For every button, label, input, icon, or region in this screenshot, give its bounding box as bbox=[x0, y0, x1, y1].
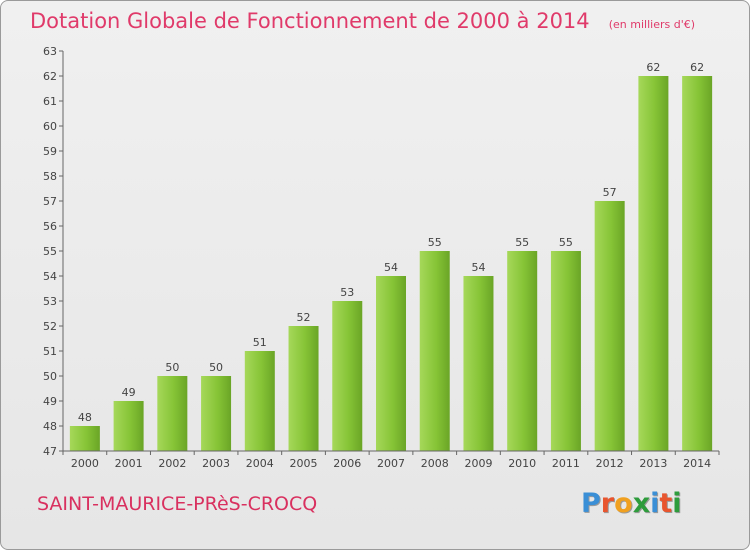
x-tick-label: 2005 bbox=[290, 457, 318, 470]
bar bbox=[244, 351, 275, 451]
x-tick-label: 2002 bbox=[158, 457, 186, 470]
x-tick-label: 2001 bbox=[115, 457, 143, 470]
y-tick-label: 58 bbox=[43, 170, 57, 183]
y-tick-label: 48 bbox=[43, 420, 57, 433]
bar-value-label: 49 bbox=[122, 386, 136, 399]
y-tick-label: 56 bbox=[43, 220, 57, 233]
bar-value-label: 52 bbox=[297, 311, 311, 324]
bar bbox=[376, 276, 406, 451]
bar-value-label: 50 bbox=[165, 361, 179, 374]
logo-letter: t bbox=[659, 488, 673, 519]
y-axis: 47 48 49 50 51 52 53 54 55 56 57 58 59 60 61 62 63 bbox=[43, 45, 64, 458]
bar-value-label: 54 bbox=[384, 261, 398, 274]
y-tick-label: 54 bbox=[43, 270, 57, 283]
bar bbox=[594, 201, 625, 451]
y-tick-label: 57 bbox=[43, 195, 57, 208]
bar-value-label: 54 bbox=[471, 261, 485, 274]
y-tick-label: 55 bbox=[43, 245, 57, 258]
bar bbox=[157, 376, 188, 451]
x-tick-label: 2010 bbox=[508, 457, 536, 470]
chart-subtitle: (en milliers d'€) bbox=[608, 18, 696, 31]
bar-value-label: 57 bbox=[603, 186, 617, 199]
title-row: Dotation Globale de Fonctionnement de 20… bbox=[30, 9, 695, 33]
x-tick-label: 2000 bbox=[71, 457, 99, 470]
bar bbox=[507, 251, 538, 451]
bar-value-label: 51 bbox=[253, 336, 267, 349]
x-tick-label: 2004 bbox=[246, 457, 274, 470]
y-tick-label: 60 bbox=[43, 120, 57, 133]
x-tick-label: 2012 bbox=[596, 457, 624, 470]
y-tick-label: 53 bbox=[43, 295, 57, 308]
bar-value-label: 55 bbox=[559, 236, 573, 249]
bar bbox=[288, 326, 319, 451]
bar-value-label: 62 bbox=[690, 61, 704, 74]
logo-letter: r bbox=[600, 488, 615, 519]
bar bbox=[419, 251, 450, 451]
logo-letter: o bbox=[614, 488, 633, 519]
x-tick-label: 2008 bbox=[421, 457, 449, 470]
bar-value-label: 50 bbox=[209, 361, 223, 374]
bar bbox=[638, 76, 669, 451]
x-tick-label: 2011 bbox=[552, 457, 580, 470]
bar bbox=[69, 426, 100, 451]
x-axis: 2000 2001 2002 2003 2004 2005 2006 2007 2008 2009… bbox=[62, 450, 720, 470]
y-tick-label: 50 bbox=[43, 370, 57, 383]
y-tick-label: 59 bbox=[43, 145, 57, 158]
bar bbox=[332, 301, 363, 451]
x-tick-label: 2003 bbox=[202, 457, 230, 470]
y-tick-label: 47 bbox=[43, 445, 57, 458]
logo-letter: i bbox=[650, 488, 660, 519]
bar-value-label: 55 bbox=[428, 236, 442, 249]
x-tick-label: 2006 bbox=[333, 457, 361, 470]
bar bbox=[201, 376, 232, 451]
bar-value-label: 55 bbox=[515, 236, 529, 249]
bar bbox=[463, 276, 494, 451]
bar bbox=[682, 76, 713, 451]
y-tick-label: 61 bbox=[43, 95, 57, 108]
y-tick-label: 49 bbox=[43, 395, 57, 408]
bar-value-label: 62 bbox=[646, 61, 660, 74]
bar bbox=[550, 251, 581, 451]
y-tick-label: 51 bbox=[43, 345, 57, 358]
logo-letter: i bbox=[672, 488, 682, 519]
y-tick-label: 63 bbox=[43, 45, 57, 58]
y-tick-label: 52 bbox=[43, 320, 57, 333]
x-tick-label: 2009 bbox=[464, 457, 492, 470]
proxiti-logo[interactable]: Proxiti bbox=[581, 488, 682, 519]
commune-name: SAINT-MAURICE-PRèS-CROCQ bbox=[37, 493, 318, 515]
x-tick-label: 2007 bbox=[377, 457, 405, 470]
bar-value-label: 53 bbox=[340, 286, 354, 299]
x-tick-label: 2014 bbox=[683, 457, 711, 470]
y-tick-label: 62 bbox=[43, 70, 57, 83]
bar-value-label: 48 bbox=[78, 411, 92, 424]
chart-title: Dotation Globale de Fonctionnement de 20… bbox=[30, 9, 590, 33]
logo-letter: x bbox=[632, 488, 651, 519]
bar bbox=[113, 401, 144, 451]
logo-letter: P bbox=[581, 488, 601, 519]
x-tick-label: 2013 bbox=[639, 457, 667, 470]
bars: 48 49 50 50 51 52 53 54 55 54 55 55 57 62 62 bbox=[69, 61, 713, 451]
